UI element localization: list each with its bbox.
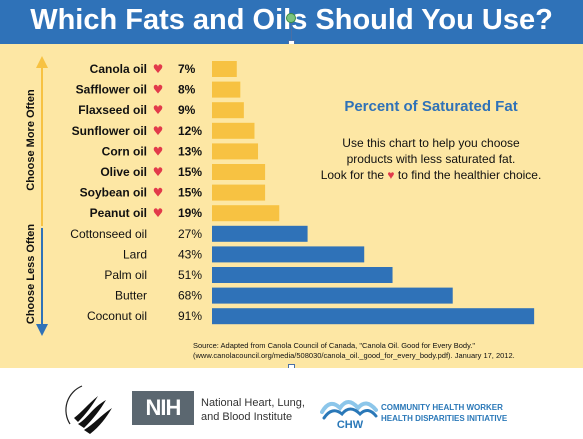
rotation-handle-line (291, 22, 292, 42)
chw-logo: CHW (320, 400, 378, 430)
up-arrow-head (36, 56, 48, 68)
category-label: Olive oil (100, 165, 147, 179)
value-label: 9% (178, 103, 196, 117)
category-label: Corn oil (102, 144, 147, 158)
bar (212, 102, 244, 119)
value-label: 7% (178, 62, 196, 76)
bar (212, 225, 308, 242)
bar (212, 308, 535, 325)
source-citation: Source: Adapted from Canola Council of C… (193, 341, 578, 361)
annotation-line-3: Look for the ♥ to find the healthier cho… (300, 167, 562, 183)
category-label: Canola oil (90, 62, 147, 76)
heart-icon: ♥ (153, 206, 164, 220)
value-label: 13% (178, 144, 202, 158)
bar (212, 287, 453, 304)
value-label: 27% (178, 227, 202, 241)
category-label: Coconut oil (87, 309, 147, 323)
bar (212, 246, 365, 263)
choice-arrow (36, 56, 48, 336)
value-label: 12% (178, 124, 202, 138)
value-label: 43% (178, 247, 202, 261)
heart-icon: ♥ (153, 165, 164, 179)
heart-icon: ♥ (387, 168, 395, 182)
chw-wave-dark (322, 407, 378, 420)
annotation-line-3-end: to find the healthier choice. (397, 168, 542, 182)
value-label: 51% (178, 268, 202, 282)
bar (212, 205, 280, 222)
bar (212, 164, 266, 180)
chw-line-2: HEALTH DISPARITIES INITIATIVE (381, 414, 508, 423)
down-arrow-head (36, 324, 48, 336)
bar (212, 267, 393, 283)
heart-icon: ♥ (153, 103, 164, 117)
source-line-2: (www.canolacouncil.org/media/508030/cano… (193, 351, 515, 360)
seal-arc (65, 385, 83, 425)
value-label: 8% (178, 83, 196, 97)
nih-logo-text: NIH (145, 395, 182, 420)
heart-icon: ♥ (153, 186, 164, 200)
annotation-line-2: products with less saturated fat. (346, 152, 516, 166)
annotation-line-1: Use this chart to help you choose (342, 136, 520, 150)
bar (212, 81, 241, 98)
eagle-shape-3 (74, 396, 98, 422)
chw-abbr: CHW (337, 419, 364, 430)
source-line-1: Source: Adapted from Canola Council of C… (193, 341, 476, 350)
value-label: 19% (178, 206, 202, 220)
nih-logo: NIH (132, 391, 194, 425)
nhlbi-line-2: and Blood Institute (201, 411, 293, 423)
heart-icon: ♥ (153, 124, 164, 138)
heart-icon: ♥ (153, 62, 164, 76)
bar (212, 143, 259, 160)
eagle-shape-2 (84, 408, 112, 434)
category-label: Soybean oil (80, 186, 147, 200)
eagle-shape-1 (78, 400, 106, 428)
annotation-line-3-start: Look for the (320, 168, 385, 182)
value-label: 91% (178, 309, 202, 323)
category-label: Flaxseed oil (78, 103, 147, 117)
saturated-fat-bar-chart: Canola oil ♥ 7% Safflower oil ♥ 8% Flaxseed oi… (70, 61, 535, 325)
rotation-handle[interactable] (286, 13, 296, 23)
bar (212, 61, 237, 77)
category-label: Cottonseed oil (70, 227, 147, 241)
category-label: Peanut oil (90, 206, 147, 220)
nhlbi-line-1: National Heart, Lung, (201, 397, 305, 409)
category-label: Lard (123, 247, 147, 261)
chw-name: COMMUNITY HEALTH WORKER HEALTH DISPARITI… (381, 402, 507, 424)
annotation-title: Percent of Saturated Fat (344, 98, 518, 115)
value-label: 15% (178, 165, 202, 179)
hhs-seal-logo (65, 385, 112, 434)
value-label: 15% (178, 186, 202, 200)
annotation-text: Use this chart to help you choose produc… (300, 135, 562, 183)
category-label: Safflower oil (76, 83, 147, 97)
nhlbi-name: National Heart, Lung, and Blood Institut… (201, 396, 305, 424)
chw-line-1: COMMUNITY HEALTH WORKER (381, 403, 503, 412)
heart-icon: ♥ (153, 83, 164, 97)
category-label: Butter (115, 289, 147, 303)
heart-icon: ♥ (153, 144, 164, 158)
chw-wave-light (320, 400, 378, 414)
value-label: 68% (178, 289, 202, 303)
category-label: Palm oil (104, 268, 147, 282)
bar (212, 184, 266, 201)
bar (212, 122, 255, 139)
category-label: Sunflower oil (72, 124, 147, 138)
